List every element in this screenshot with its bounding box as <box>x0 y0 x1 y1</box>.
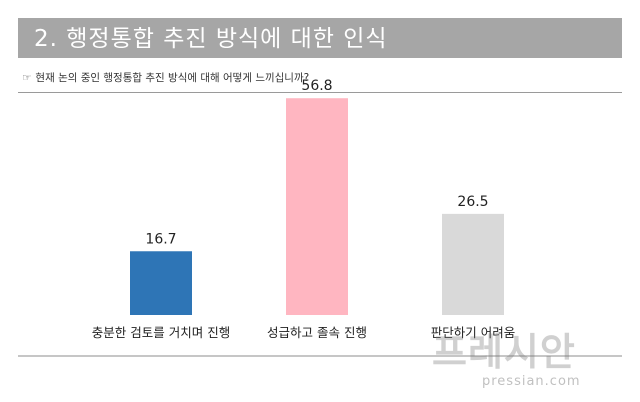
question-text: 현재 논의 중인 행정통합 추진 방식에 대해 어떻게 느끼십니까? <box>35 72 310 84</box>
survey-question: ☞ 현재 논의 중인 행정통합 추진 방식에 대해 어떻게 느끼십니까? <box>22 70 309 86</box>
category-label-3: 판단하기 어려움 <box>431 325 515 340</box>
watermark: 프레시안 pressian.com <box>432 330 632 394</box>
page-title: 2. 행정통합 추진 방식에 대한 인식 <box>34 26 388 52</box>
header-banner: 2. 행정통합 추진 방식에 대한 인식 <box>18 18 622 58</box>
category-label-2: 성급하고 졸속 진행 <box>267 325 367 340</box>
bar-2 <box>286 98 348 315</box>
pointing-hand-icon: ☞ <box>22 72 32 84</box>
category-label-1: 충분한 검토를 거치며 진행 <box>92 325 230 340</box>
question-divider <box>18 92 622 93</box>
data-label-3: 26.5 <box>457 194 488 210</box>
watermark-logo: 프레시안 <box>432 330 576 374</box>
data-label-2: 56.8 <box>301 78 332 94</box>
watermark-url: pressian.com <box>482 374 581 389</box>
data-label-1: 16.7 <box>145 231 176 247</box>
bar-3 <box>442 213 504 315</box>
bar-1 <box>130 251 192 315</box>
